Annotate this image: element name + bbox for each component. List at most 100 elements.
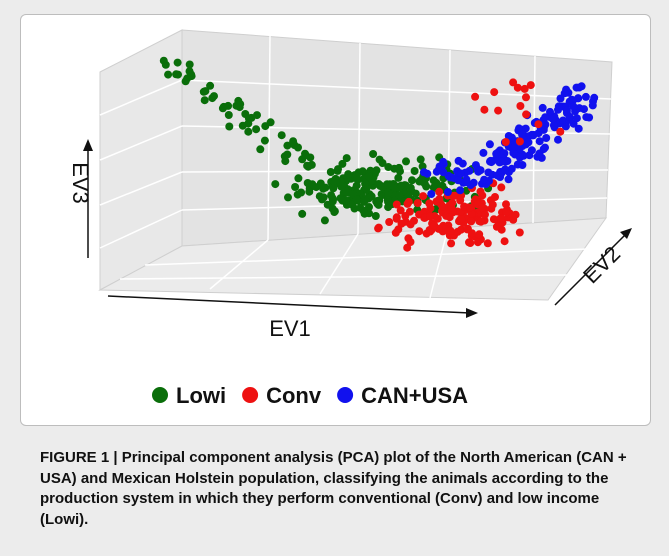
point bbox=[416, 155, 425, 164]
point bbox=[588, 101, 597, 110]
point bbox=[510, 142, 519, 151]
point bbox=[518, 161, 527, 169]
point bbox=[426, 212, 435, 221]
point bbox=[397, 181, 406, 190]
point bbox=[224, 101, 233, 110]
point bbox=[477, 217, 485, 226]
point bbox=[281, 157, 290, 166]
point bbox=[554, 135, 562, 144]
point bbox=[479, 148, 488, 157]
point bbox=[244, 114, 253, 123]
point bbox=[404, 197, 413, 206]
point bbox=[326, 168, 335, 176]
point bbox=[200, 96, 209, 105]
point bbox=[577, 82, 586, 91]
point bbox=[430, 221, 439, 230]
point bbox=[396, 167, 404, 176]
point bbox=[328, 204, 337, 213]
point bbox=[342, 154, 351, 163]
point bbox=[529, 131, 538, 140]
point bbox=[483, 239, 492, 248]
point bbox=[425, 199, 434, 208]
point bbox=[443, 188, 452, 196]
point bbox=[238, 121, 247, 130]
point bbox=[466, 239, 475, 247]
point bbox=[448, 198, 457, 207]
point bbox=[384, 163, 393, 171]
point bbox=[515, 137, 524, 146]
point bbox=[294, 174, 303, 183]
point bbox=[534, 120, 543, 129]
point bbox=[210, 92, 218, 101]
point bbox=[522, 110, 531, 119]
point bbox=[515, 124, 523, 133]
point bbox=[456, 208, 465, 217]
point bbox=[527, 146, 536, 155]
point bbox=[353, 174, 361, 183]
legend-label: Lowi bbox=[176, 383, 226, 408]
point bbox=[501, 138, 510, 146]
point bbox=[419, 192, 428, 201]
point bbox=[515, 153, 524, 162]
point bbox=[491, 193, 499, 201]
point bbox=[490, 88, 499, 97]
point bbox=[456, 186, 465, 195]
point bbox=[462, 175, 471, 184]
point bbox=[225, 122, 234, 131]
point bbox=[502, 208, 511, 217]
point bbox=[546, 107, 554, 116]
point bbox=[283, 150, 292, 159]
point bbox=[501, 165, 510, 174]
point bbox=[173, 58, 182, 67]
point bbox=[367, 192, 376, 201]
point bbox=[271, 180, 280, 189]
point bbox=[549, 121, 558, 130]
point bbox=[497, 214, 505, 223]
point bbox=[456, 196, 465, 205]
point bbox=[371, 212, 380, 220]
point bbox=[574, 124, 583, 133]
point bbox=[504, 175, 513, 184]
scatter-points bbox=[159, 56, 599, 252]
point bbox=[392, 214, 401, 223]
point bbox=[161, 60, 170, 69]
point bbox=[513, 83, 522, 92]
point bbox=[277, 131, 286, 140]
point bbox=[391, 228, 400, 237]
left-wall bbox=[99, 29, 183, 291]
point bbox=[185, 60, 194, 69]
point bbox=[435, 195, 444, 203]
legend-label: CAN+USA bbox=[361, 383, 468, 408]
point bbox=[518, 130, 527, 139]
point bbox=[253, 111, 261, 120]
point bbox=[385, 218, 394, 226]
point bbox=[252, 125, 261, 134]
point bbox=[502, 200, 510, 209]
point bbox=[260, 136, 269, 145]
point bbox=[384, 198, 393, 207]
point bbox=[435, 162, 444, 171]
point bbox=[457, 169, 465, 178]
point bbox=[492, 222, 501, 231]
point bbox=[406, 238, 415, 246]
point bbox=[301, 151, 310, 160]
point bbox=[224, 111, 233, 119]
point bbox=[476, 166, 485, 175]
point bbox=[467, 217, 476, 226]
point bbox=[457, 225, 466, 234]
point bbox=[291, 183, 300, 191]
point bbox=[420, 179, 429, 188]
point bbox=[535, 137, 544, 146]
point bbox=[304, 162, 313, 171]
x-axis-label: EV1 bbox=[269, 316, 311, 341]
point bbox=[283, 141, 292, 150]
point bbox=[411, 189, 420, 198]
point bbox=[298, 209, 307, 218]
point bbox=[480, 175, 489, 184]
legend: Lowi Conv CAN+USA bbox=[152, 383, 468, 408]
point bbox=[447, 239, 456, 248]
point bbox=[480, 105, 489, 114]
point bbox=[516, 102, 525, 110]
point bbox=[548, 114, 557, 123]
